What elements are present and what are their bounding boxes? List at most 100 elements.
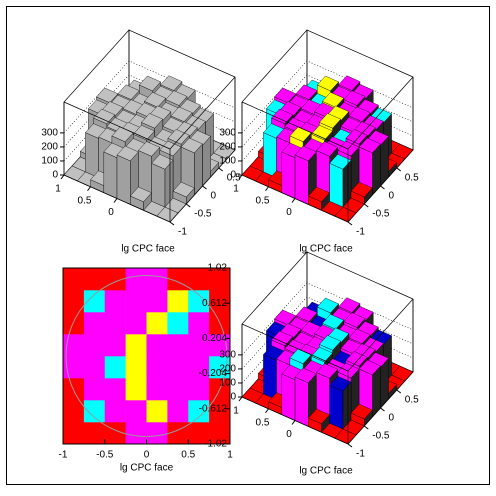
y-tick-label: -0.5 — [372, 431, 390, 442]
x-tick-label: 1 — [55, 184, 61, 195]
bar-side — [282, 152, 295, 199]
x-tick-label: 0 — [286, 207, 292, 218]
contour-cell — [126, 356, 147, 378]
contour-cell — [188, 312, 209, 334]
contour-cell — [84, 422, 105, 444]
z-tick-label: 100 — [41, 156, 58, 167]
contour-cell — [105, 400, 126, 422]
x-axis-title: lg CPC face — [120, 463, 174, 474]
x-tick-label: 0 — [144, 450, 150, 461]
y-tick-label: 0.612 — [202, 298, 227, 309]
contour-cell — [188, 268, 209, 290]
contour-cell — [147, 356, 168, 378]
y-tick-label: -0.5 — [372, 209, 390, 220]
contour-cell — [167, 334, 188, 356]
bar-side — [282, 374, 295, 421]
contour-cell — [167, 356, 188, 378]
y-tick-label: 0.5 — [405, 395, 419, 406]
contour-cell — [126, 312, 147, 334]
contour-cell — [167, 378, 188, 400]
z-tick-label: 300 — [219, 350, 236, 361]
contour-cell — [63, 422, 84, 444]
contour-cell — [188, 378, 209, 400]
x-tick-label: 1 — [233, 184, 239, 195]
contour-cell — [84, 334, 105, 356]
x-axis-title: lg CPC face — [121, 244, 175, 255]
x-tick-label: 0.5 — [181, 450, 195, 461]
bar-side — [104, 152, 117, 199]
x-tick-label: 0.5 — [78, 195, 92, 206]
contour-cell — [63, 312, 84, 334]
z-tick-label: 100 — [219, 156, 236, 167]
contour-cell — [147, 312, 168, 334]
y-tick-label: 0 — [389, 413, 395, 424]
y-tick-label: -0.5 — [194, 209, 212, 220]
contour-cell — [84, 378, 105, 400]
contour-cell — [126, 422, 147, 444]
bar-side — [295, 377, 308, 426]
canvas: 010020030000.51-1-0.500.5lg CPC face0100… — [0, 0, 496, 491]
z-tick-label: 200 — [41, 142, 58, 153]
y-tick-label: 0 — [211, 191, 217, 202]
contour-cell — [84, 268, 105, 290]
x-tick-label: -1 — [59, 450, 68, 461]
bar-side — [85, 133, 98, 178]
contour-cell — [126, 378, 147, 400]
contour-cell — [167, 312, 188, 334]
contour-cell — [105, 356, 126, 378]
x-axis-title: lg CPC face — [299, 244, 353, 255]
contour-cell — [84, 356, 105, 378]
bar-side — [263, 355, 276, 400]
contour-cell — [126, 400, 147, 422]
bar-side — [330, 385, 343, 429]
contour-cell — [147, 290, 168, 312]
y-tick-label: -1 — [178, 227, 187, 238]
contour-cell — [126, 268, 147, 290]
y-tick-label: -1 — [356, 449, 365, 460]
x-tick-label: 0.5 — [256, 417, 270, 428]
contour-cell — [105, 312, 126, 334]
x-tick-label: 1 — [233, 406, 239, 417]
bar-side — [263, 133, 276, 178]
z-tick-label: 0 — [230, 392, 236, 403]
contour-cell — [147, 400, 168, 422]
bar-side — [117, 155, 130, 204]
bar-side — [152, 163, 165, 207]
contour-cell — [84, 400, 105, 422]
bar-side — [330, 163, 343, 207]
contour-cell — [147, 422, 168, 444]
x-axis-title: lg CPC face — [299, 466, 353, 477]
y-tick-label: -0.612 — [199, 403, 228, 414]
y-tick-label: 1.02 — [208, 263, 228, 274]
x-tick-label: -0.5 — [96, 450, 114, 461]
contour-cell — [84, 312, 105, 334]
z-tick-label: 0 — [52, 170, 58, 181]
contour-cell — [105, 378, 126, 400]
z-tick-label: 300 — [219, 128, 236, 139]
contour-cell — [147, 334, 168, 356]
y-tick-label: 0 — [389, 191, 395, 202]
contour-cell — [147, 268, 168, 290]
contour-cell — [105, 334, 126, 356]
x-tick-label: 0 — [286, 429, 292, 440]
y-tick-label: 0.204 — [202, 333, 227, 344]
y-tick-label: -1.02 — [204, 439, 227, 450]
y-tick-label: 0.5 — [405, 173, 419, 184]
contour-cell — [105, 290, 126, 312]
contour-cell — [63, 268, 84, 290]
contour-cell — [126, 334, 147, 356]
z-tick-label: 300 — [41, 128, 58, 139]
z-tick-label: 200 — [219, 142, 236, 153]
x-tick-label: 1 — [227, 450, 233, 461]
z-tick-label: 100 — [219, 378, 236, 389]
contour-cell — [147, 378, 168, 400]
y-tick-label: -1 — [356, 227, 365, 238]
z-tick-label: 200 — [219, 364, 236, 375]
x-tick-label: 0 — [108, 207, 114, 218]
x-tick-label: 0.5 — [256, 195, 270, 206]
contour-cell — [167, 290, 188, 312]
contour-cell — [126, 290, 147, 312]
contour-cell — [167, 400, 188, 422]
bar-side — [295, 155, 308, 204]
z-tick-label: 0 — [230, 170, 236, 181]
